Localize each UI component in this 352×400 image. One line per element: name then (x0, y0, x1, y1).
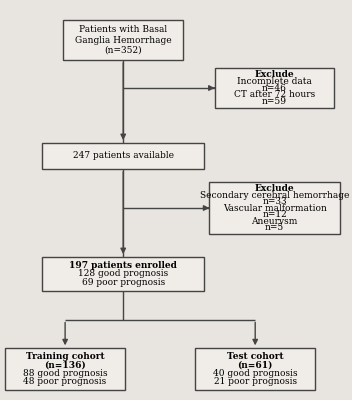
Text: Exclude: Exclude (255, 70, 294, 79)
Text: Ganglia Hemorrhage: Ganglia Hemorrhage (75, 36, 171, 44)
Text: n=59: n=59 (262, 97, 287, 106)
Text: Patients with Basal: Patients with Basal (79, 26, 167, 34)
Text: (n=61): (n=61) (238, 360, 273, 370)
Text: (n=136): (n=136) (44, 360, 86, 370)
Text: n=46: n=46 (262, 84, 287, 92)
FancyBboxPatch shape (42, 257, 204, 291)
Text: 40 good prognosis: 40 good prognosis (213, 369, 297, 378)
Text: (n=352): (n=352) (105, 46, 142, 54)
Text: 247 patients available: 247 patients available (73, 152, 174, 160)
FancyBboxPatch shape (209, 182, 340, 234)
FancyBboxPatch shape (42, 143, 204, 169)
FancyBboxPatch shape (5, 348, 125, 390)
Text: n=5: n=5 (265, 223, 284, 232)
Text: Training cohort: Training cohort (26, 352, 105, 361)
Text: 197 patients enrolled: 197 patients enrolled (69, 261, 177, 270)
FancyBboxPatch shape (215, 68, 334, 108)
Text: Vascular malformation: Vascular malformation (222, 204, 327, 212)
Text: Secondary cerebral hemorrhage: Secondary cerebral hemorrhage (200, 190, 349, 200)
Text: 88 good prognosis: 88 good prognosis (23, 369, 107, 378)
Text: Exclude: Exclude (255, 184, 294, 193)
Text: n=12: n=12 (262, 210, 287, 219)
Text: 128 good prognosis: 128 good prognosis (78, 270, 168, 278)
Text: 21 poor prognosis: 21 poor prognosis (214, 377, 297, 386)
FancyBboxPatch shape (195, 348, 315, 390)
FancyBboxPatch shape (63, 20, 183, 60)
Text: Test cohort: Test cohort (227, 352, 283, 361)
Text: 69 poor prognosis: 69 poor prognosis (82, 278, 165, 287)
Text: n=33: n=33 (262, 197, 287, 206)
Text: 48 poor prognosis: 48 poor prognosis (24, 377, 107, 386)
Text: Aneurysm: Aneurysm (251, 216, 298, 226)
Text: CT after 72 hours: CT after 72 hours (234, 90, 315, 99)
Text: Incomplete data: Incomplete data (237, 77, 312, 86)
